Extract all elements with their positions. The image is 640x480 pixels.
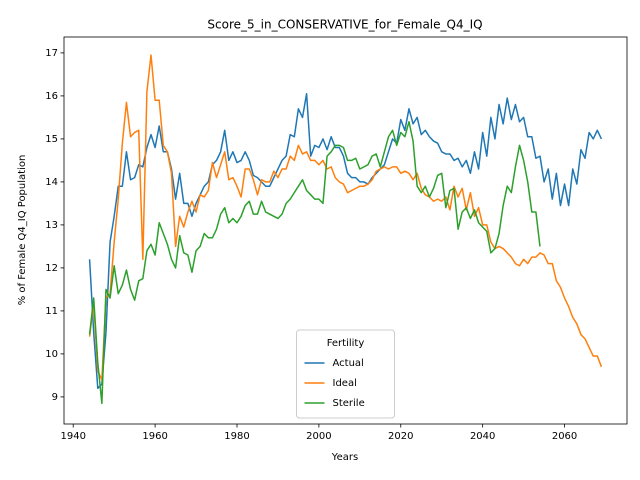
y-tick-label: 14 — [45, 177, 58, 188]
y-tick-label: 16 — [45, 91, 58, 102]
legend-label: Actual — [333, 358, 364, 369]
x-tick-label: 1940 — [60, 431, 85, 442]
y-tick-label: 17 — [45, 48, 58, 59]
legend-label: Ideal — [333, 378, 357, 389]
legend-title: Fertility — [327, 338, 365, 349]
y-tick-label: 15 — [45, 134, 58, 145]
line-series — [88, 93, 603, 390]
chart-title: Score_5_in_CONSERVATIVE_for_Female_Q4_IQ — [207, 18, 482, 32]
line-series — [88, 54, 603, 381]
y-tick-label: 9 — [52, 392, 58, 403]
legend-box — [296, 329, 395, 419]
line-series — [88, 120, 541, 405]
legend-label: Sterile — [333, 398, 365, 409]
x-tick-label: 1960 — [142, 431, 167, 442]
x-tick-label: 1980 — [224, 431, 249, 442]
x-axis-label: Years — [331, 452, 358, 463]
x-tick-label: 2000 — [306, 431, 331, 442]
plot-frame — [63, 36, 628, 425]
y-tick-label: 13 — [45, 220, 58, 231]
y-tick-label: 12 — [45, 263, 58, 274]
x-tick-label: 2060 — [552, 431, 577, 442]
y-tick-label: 10 — [45, 349, 58, 360]
x-tick-label: 2020 — [388, 431, 413, 442]
y-axis-label: % of Female Q4_IQ Population — [17, 155, 28, 306]
x-tick-label: 2040 — [470, 431, 495, 442]
y-tick-label: 11 — [45, 306, 58, 317]
